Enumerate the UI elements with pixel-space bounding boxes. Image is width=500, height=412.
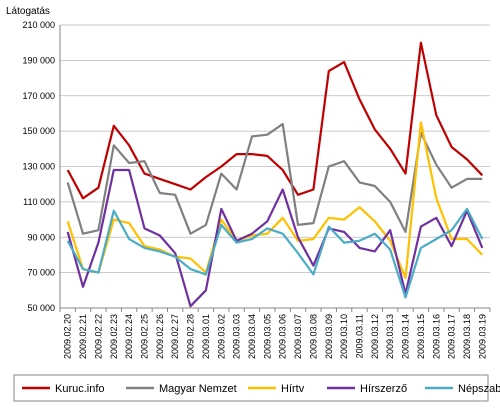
x-tick-label: 2009.03.08 [308,314,318,359]
x-tick-label: 2009.03.03 [232,314,242,359]
x-tick-label: 2009.03.05 [262,314,272,359]
y-tick-label: 50 000 [27,303,55,313]
x-tick-label: 2009.02.26 [155,314,165,359]
y-tick-label: 70 000 [27,268,55,278]
legend-label: Hírtv [281,383,305,395]
x-tick-label: 2009.03.18 [462,314,472,359]
series-line [66,121,484,279]
legend-label: Magyar Nemzet [159,383,237,395]
y-tick-label: 170 000 [22,91,55,101]
x-tick-label: 2009.03.04 [247,314,257,359]
series-line [66,168,484,308]
x-tick-label: 2009.03.06 [278,314,288,359]
series-lines [66,41,484,308]
legend-label: Kuruc.info [55,383,105,395]
x-tick-label: 2009.02.23 [109,314,119,359]
x-tick-label: 2009.03.17 [447,314,457,359]
x-tick-label: 2009.02.21 [78,314,88,359]
x-tick-label: 2009.03.12 [370,314,380,359]
x-tick-label: 2009.02.22 [93,314,103,359]
series-line [66,207,484,299]
y-axis-title: Látogatás [6,6,50,17]
legend-label: Hírszerző [360,383,407,395]
x-tick-label: 2009.02.24 [124,314,134,359]
y-tick-label: 130 000 [22,162,55,172]
x-tick-label: 2009.03.15 [416,314,426,359]
x-tick-label: 2009.02.27 [170,314,180,359]
legend: Kuruc.info Magyar Nemzet Hírtv Hírszerző Nép… [13,374,500,402]
y-tick-label: 210 000 [22,20,55,30]
x-tick-label: 2009.02.20 [63,314,73,359]
series-line [66,41,484,200]
x-tick-label: 2009.03.01 [201,314,211,359]
x-tick-label: 2009.03.07 [293,314,303,359]
y-tick-label: 90 000 [27,232,55,242]
x-tick-label: 2009.03.16 [431,314,441,359]
x-axis-ticks: 2009.02.20 2009.02.21 2009.02.22 2009.02.23… [59,308,491,359]
x-tick-label: 2009.03.10 [339,314,349,359]
y-tick-label: 110 000 [23,197,55,207]
x-tick-label: 2009.03.02 [216,314,226,359]
x-tick-label: 2009.03.19 [477,314,487,359]
legend-label: Népszabadság [458,383,500,395]
gridlines [59,24,490,309]
y-tick-label: 190 000 [22,55,55,65]
y-axis-ticks: 50 000 70 000 90 000 110 000 130 000 150 000 1… [22,20,55,313]
x-tick-label: 2009.03.11 [354,314,364,358]
x-tick-label: 2009.03.14 [401,314,411,359]
x-tick-label: 2009.03.09 [324,314,334,359]
x-tick-label: 2009.03.13 [385,314,395,359]
series-line [66,122,483,235]
y-tick-label: 150 000 [22,126,55,136]
x-tick-label: 2009.02.28 [186,314,196,359]
x-tick-label: 2009.02.25 [139,314,149,359]
